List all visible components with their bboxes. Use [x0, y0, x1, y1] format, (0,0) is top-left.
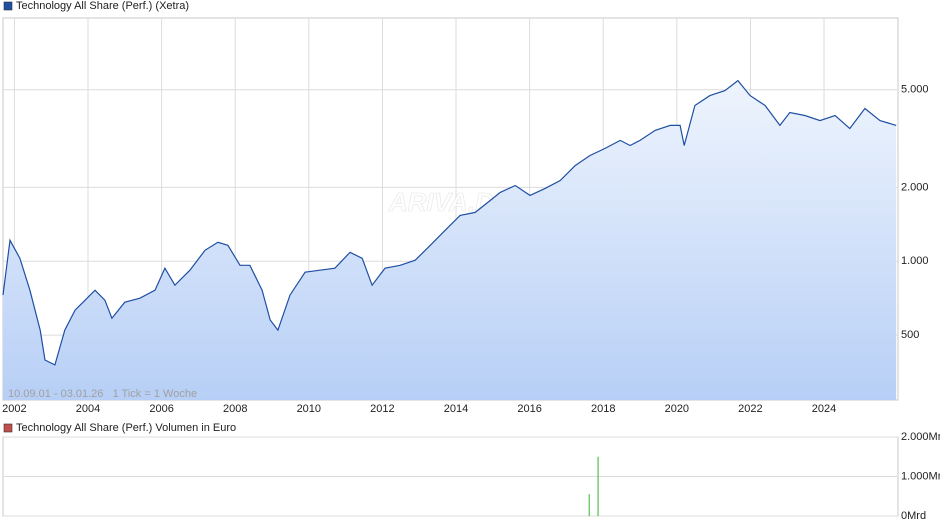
x-tick-label: 2002 — [2, 403, 26, 415]
x-tick-label: 2006 — [149, 403, 173, 415]
y-tick-label: 5.000 — [901, 84, 929, 96]
x-tick-label: 2010 — [297, 403, 321, 415]
y-tick-label: 2.000Mrd — [901, 431, 940, 443]
x-tick-label: 2004 — [76, 403, 100, 415]
x-tick-label: 2014 — [444, 403, 468, 415]
x-tick-label: 2008 — [223, 403, 247, 415]
x-tick-label: 2016 — [517, 403, 541, 415]
legend-label: Technology All Share (Perf.) (Xetra) — [16, 0, 189, 12]
y-tick-label: 500 — [901, 329, 919, 341]
price-area — [3, 80, 897, 400]
y-tick-label: 1.000Mrd — [901, 470, 940, 482]
range-annotation: 10.09.01 - 03.01.26 1 Tick = 1 Woche — [8, 388, 197, 400]
x-tick-label: 2022 — [738, 403, 762, 415]
volume-bar — [597, 456, 599, 516]
x-tick-label: 2020 — [665, 403, 689, 415]
x-tick-label: 2018 — [591, 403, 615, 415]
x-tick-label: 2012 — [370, 403, 394, 415]
volume-bar — [588, 494, 590, 516]
price-line — [2, 79, 897, 366]
y-tick-label: 2.000 — [901, 181, 929, 193]
y-tick-label: 0Mrd — [901, 510, 926, 522]
legend-swatch — [3, 1, 13, 11]
x-tick-label: 2024 — [812, 403, 836, 415]
legend-label: Technology All Share (Perf.) Volumen in … — [16, 422, 236, 434]
y-tick-label: 1.000 — [901, 255, 929, 267]
legend-swatch — [3, 423, 13, 433]
